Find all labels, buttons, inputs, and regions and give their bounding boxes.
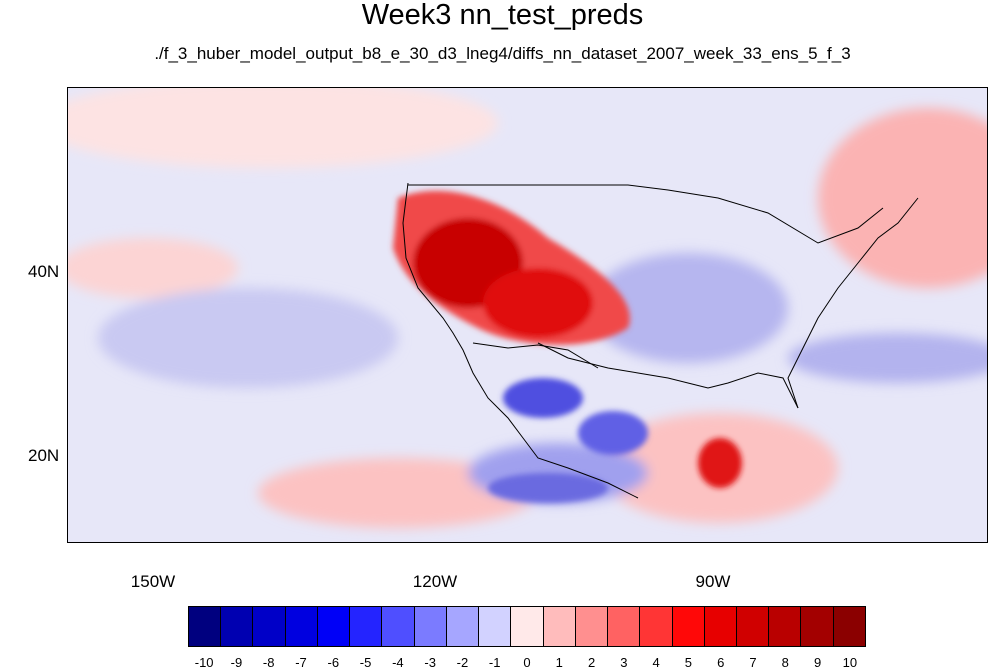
colorbar-tick-label: 6 <box>717 655 725 670</box>
colorbar-tick-label: 3 <box>620 655 628 670</box>
colorbar-tick-label: 1 <box>555 655 563 670</box>
colorbar-swatch <box>833 607 865 646</box>
colorbar-tick-label: 8 <box>781 655 789 670</box>
colorbar-swatch <box>769 607 802 646</box>
colorbar-tick-label: 7 <box>749 655 757 670</box>
colorbar-swatch <box>801 607 834 646</box>
colorbar-swatch <box>511 607 544 646</box>
mexico-border <box>472 342 599 369</box>
lat-label-40n: 40N <box>28 262 60 281</box>
colorbar-tick-label: -2 <box>456 655 469 670</box>
strong-anomaly-layer <box>393 190 742 503</box>
negative-anomaly-atlantic <box>788 333 987 383</box>
positive-anomaly-southwest-core <box>483 268 593 338</box>
colorbar-swatch <box>285 607 318 646</box>
negative-anomaly-eastern-pacific-south <box>488 473 608 503</box>
colorbar-swatch <box>543 607 576 646</box>
anomaly-map <box>68 88 987 542</box>
map-subtitle: ./f_3_huber_model_output_b8_e_30_d3_lneg… <box>154 44 851 63</box>
map-plot-area <box>67 87 988 543</box>
colorbar-tick-label: 4 <box>652 655 660 670</box>
colorbar-swatch <box>350 607 383 646</box>
colorbar-swatch <box>446 607 480 646</box>
positive-anomaly-north-atlantic <box>818 108 987 288</box>
coastlines-and-borders <box>402 182 919 499</box>
colorbar-tick-label: 10 <box>842 655 858 670</box>
colorbar-swatch <box>189 607 222 646</box>
colorbar-swatch <box>672 607 705 646</box>
east-coast-outline <box>787 197 919 409</box>
positive-anomaly-subtropical-pacific <box>258 458 538 528</box>
colorbar-swatch <box>736 607 770 646</box>
lon-label-150w: 150W <box>130 572 176 591</box>
colorbar-swatch <box>382 607 415 646</box>
map-title: Week3 nn_test_preds <box>361 0 644 31</box>
colorbar-tick-label: 9 <box>813 655 822 670</box>
colorbar-tick-label: -1 <box>488 655 501 670</box>
negative-anomaly-mexico-south <box>578 411 648 455</box>
colorbar-tick-label: 2 <box>587 655 596 670</box>
colorbar-swatch <box>575 607 609 646</box>
positive-anomaly-gulf-of-honduras <box>698 438 742 488</box>
negative-anomaly-pacific <box>98 288 398 388</box>
negative-anomaly-southeast-us <box>588 253 788 363</box>
canada-border <box>408 184 884 244</box>
lon-label-90w: 90W <box>695 572 731 591</box>
colorbar-tick-label: -10 <box>194 655 214 670</box>
colorbar-swatch <box>704 607 737 646</box>
positive-anomaly-north-pacific <box>68 88 498 168</box>
negative-anomaly-sierra-madre <box>503 378 583 418</box>
gulf-coast-outline <box>537 342 799 409</box>
colorbar-swatch <box>479 607 512 646</box>
colorbar-swatch <box>608 607 641 646</box>
colorbar-swatch <box>640 607 673 646</box>
colorbar-tick-label: 0 <box>523 655 531 670</box>
colorbar <box>188 606 866 647</box>
lat-label-20n: 20N <box>28 446 60 465</box>
colorbar-tick-label: -9 <box>230 655 243 670</box>
colorbar-swatch <box>317 607 351 646</box>
colorbar-tick-label: -3 <box>424 655 436 670</box>
colorbar-tick-label: 5 <box>684 655 693 670</box>
colorbar-tick-label: -5 <box>359 655 372 670</box>
west-coast-outline <box>402 182 639 499</box>
lon-label-120w: 120W <box>412 572 458 591</box>
positive-anomaly-east-pacific <box>68 238 238 298</box>
colorbar-swatch <box>253 607 286 646</box>
colorbar-tick-label: -6 <box>327 655 340 670</box>
colorbar-swatch <box>221 607 254 646</box>
colorbar-tick-label: -7 <box>295 655 307 670</box>
colorbar-swatch <box>414 607 447 646</box>
colorbar-tick-label: -4 <box>392 655 404 670</box>
colorbar-tick-label: -8 <box>262 655 275 670</box>
